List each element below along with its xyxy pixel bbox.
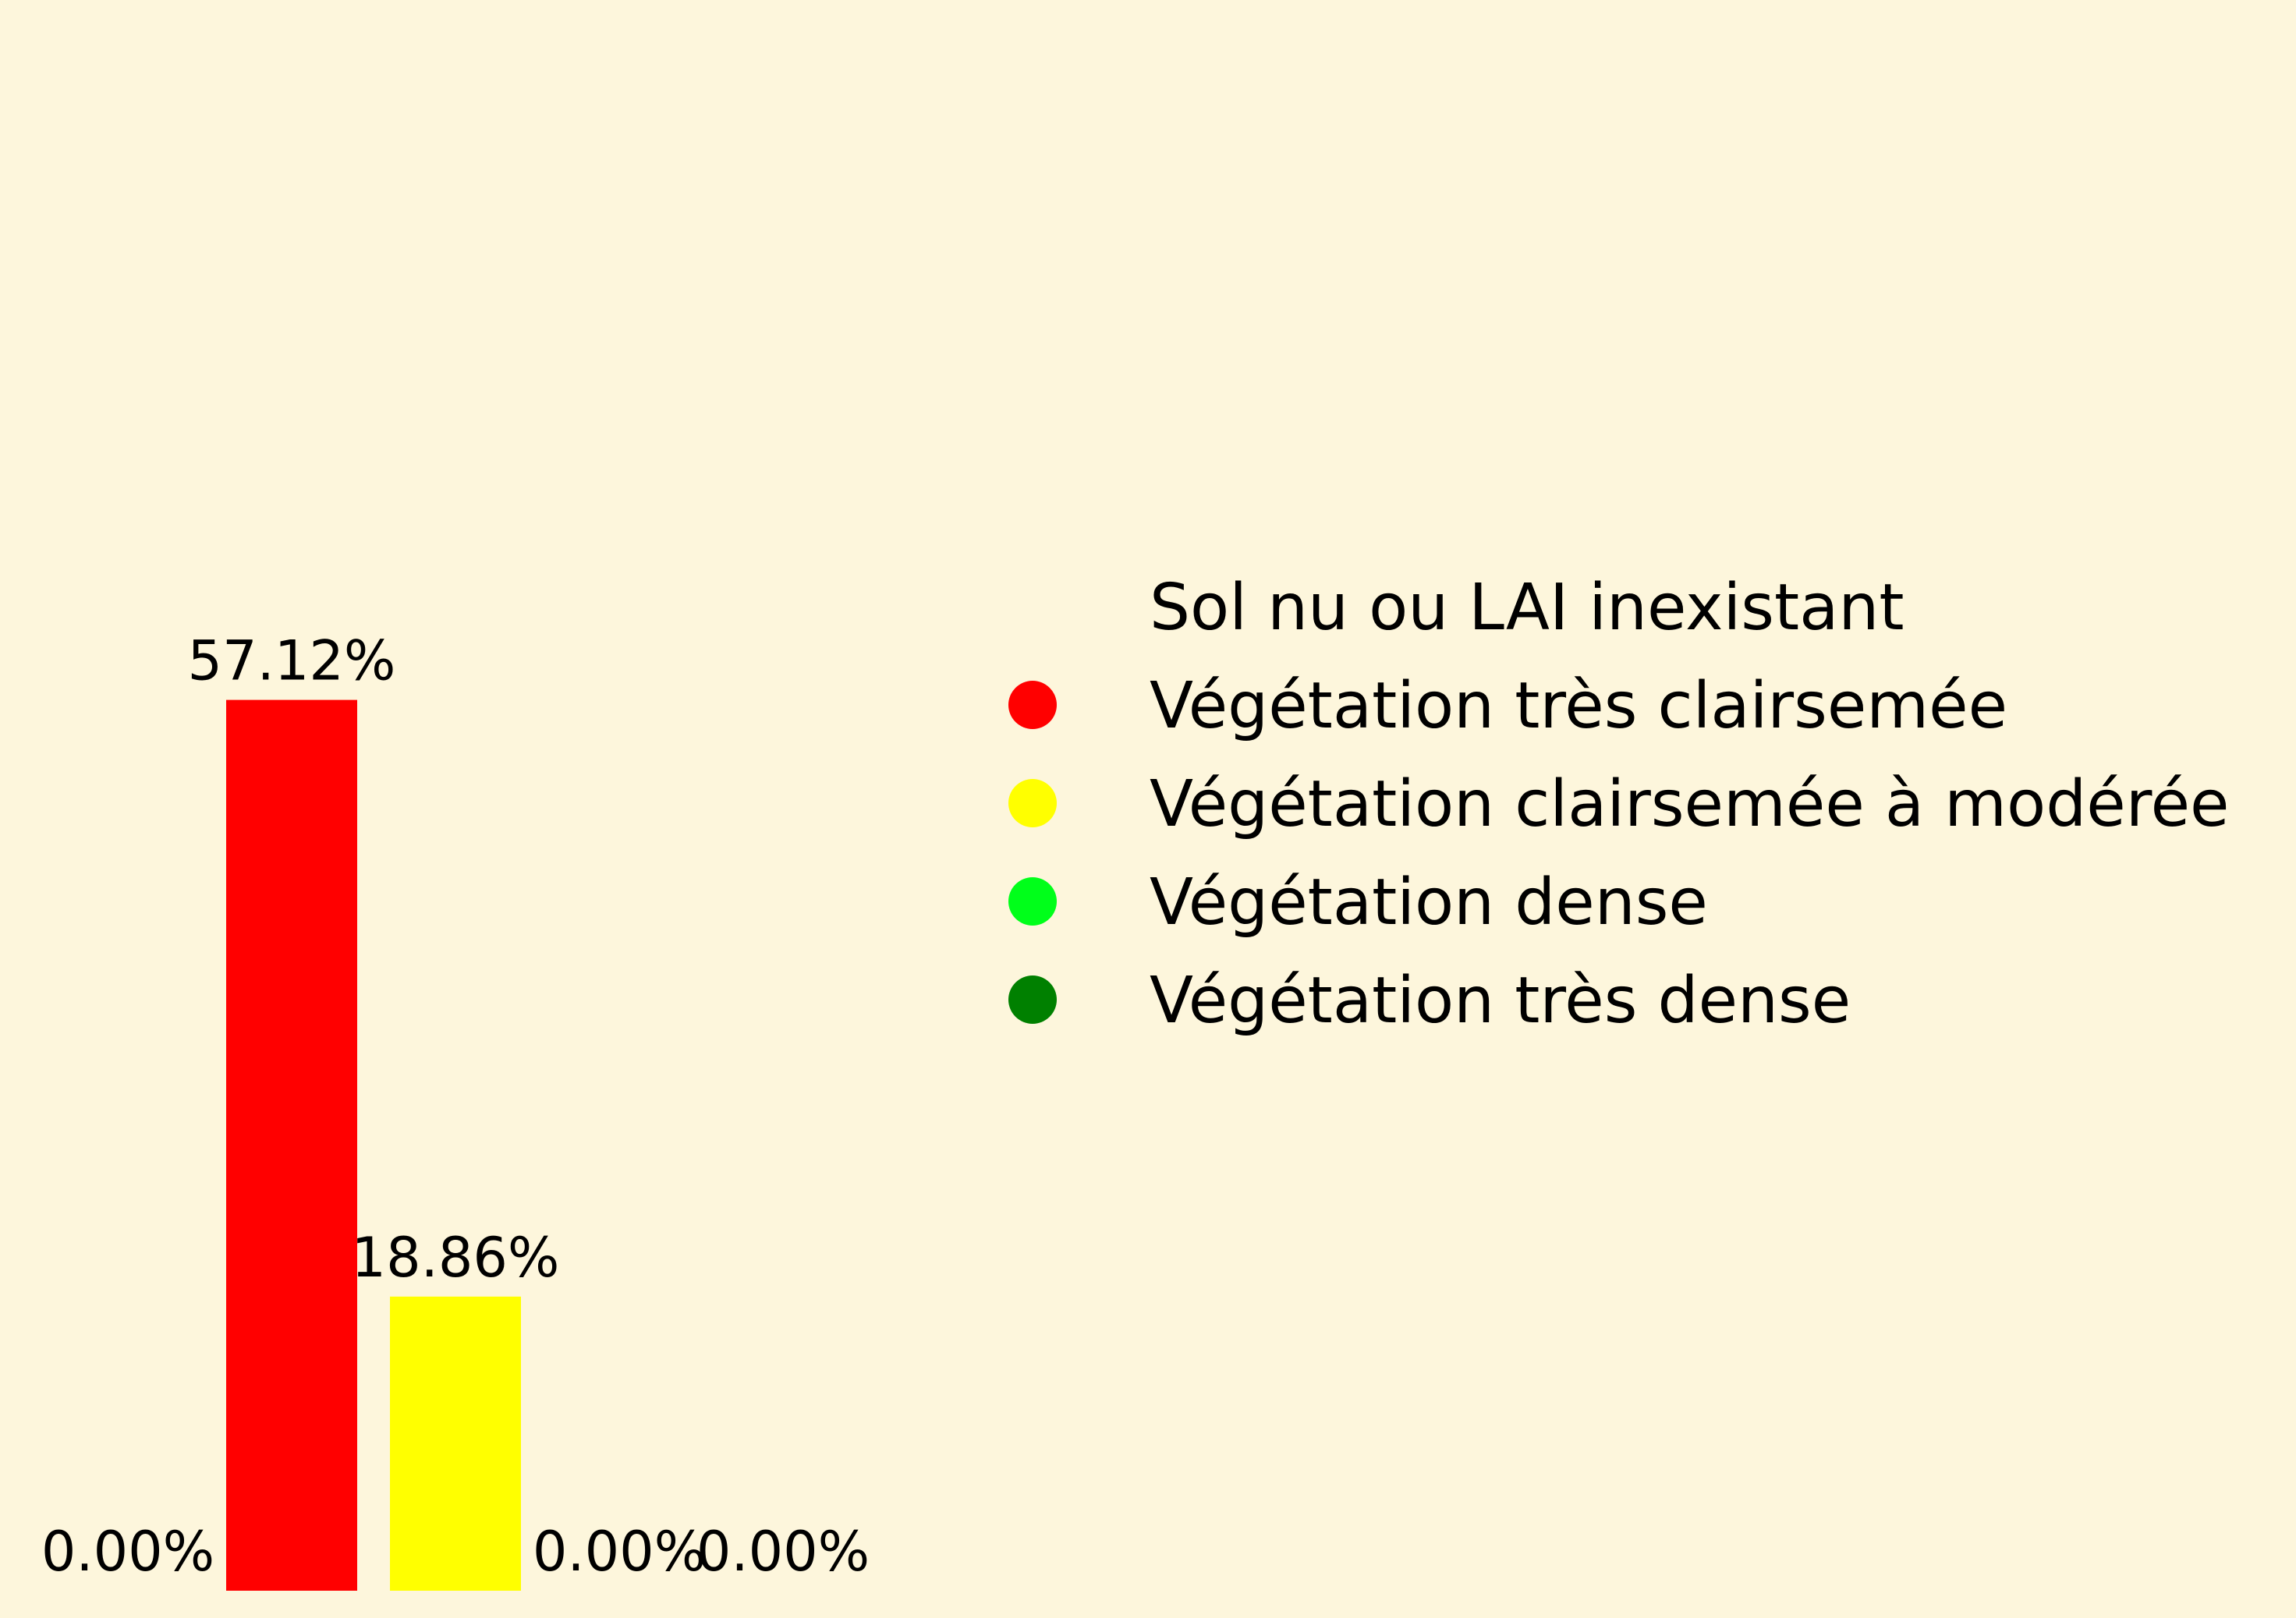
bar-value-label-2: 57.12%	[188, 629, 396, 693]
legend-marker-icon	[1008, 779, 1057, 827]
bar-value-label-5: 0.00%	[696, 1520, 870, 1584]
bars-layer	[226, 699, 521, 1591]
legend-item-4: Végétation dense	[1008, 866, 1708, 940]
bar-2	[226, 699, 357, 1591]
bar-value-label-1: 0.00%	[41, 1520, 214, 1584]
legend-item-1: Sol nu ou LAI inexistant	[1008, 571, 1904, 645]
legend-label: Végétation dense	[1150, 866, 1708, 940]
legend-marker-icon	[1008, 681, 1057, 729]
legend-label: Végétation clairsemée à modérée	[1150, 767, 2230, 841]
legend-marker-icon	[1008, 877, 1057, 926]
legend-item-5: Végétation très dense	[1008, 964, 1851, 1038]
bar-value-label-4: 0.00%	[533, 1520, 706, 1584]
legend-label: Sol nu ou LAI inexistant	[1150, 571, 1904, 645]
legend-marker-icon	[1008, 975, 1057, 1024]
legend-label: Végétation très clairsemée	[1150, 669, 2007, 743]
legend-item-2: Végétation très clairsemée	[1008, 669, 2007, 743]
legend-item-3: Végétation clairsemée à modérée	[1008, 767, 2230, 841]
legend: Sol nu ou LAI inexistant Végétation très …	[1008, 571, 2230, 1038]
bar-3	[390, 1296, 521, 1591]
bar-value-label-3: 18.86%	[352, 1226, 560, 1290]
legend-marker-icon	[1008, 582, 1057, 631]
legend-label: Végétation très dense	[1150, 964, 1851, 1038]
value-labels-layer: 0.00%57.12%18.86%0.00%0.00%	[41, 629, 870, 1584]
